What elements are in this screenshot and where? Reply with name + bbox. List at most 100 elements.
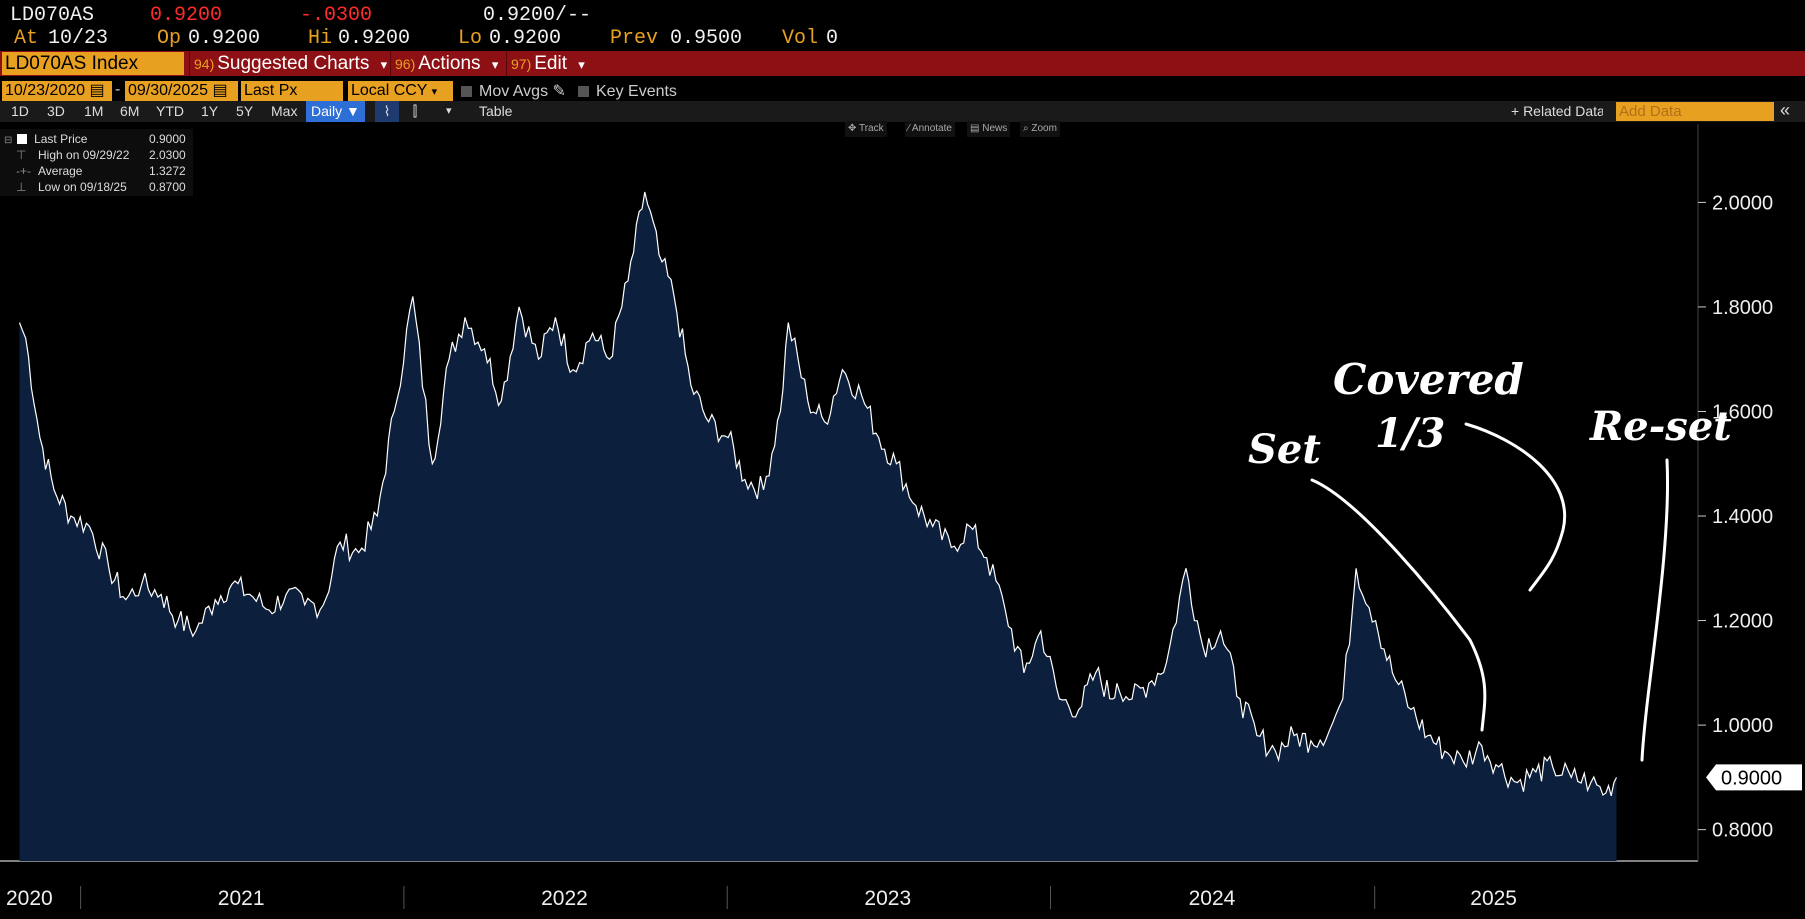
news-tool[interactable]: ▤ News [967, 121, 1011, 137]
line-chart-icon[interactable]: ⌇ [375, 101, 399, 122]
chevron-down-icon: ▾ [578, 57, 585, 72]
chart-controls: 10/23/2020 ▤ - 09/30/2025 ▤ Last Px Loca… [0, 80, 1805, 102]
low-label: Lo [458, 27, 483, 50]
annotate-tool[interactable]: ⁄ Annotate [905, 121, 955, 137]
last-price: 0.9200 [150, 4, 223, 27]
legend-row-high: ⊤ High on 09/29/22 2.0300 [16, 148, 186, 162]
y-tick-label: 0.8000 [1712, 820, 1773, 842]
low-value: 0.9200 [489, 27, 562, 50]
last-price-marker [1706, 764, 1802, 791]
y-tick-label: 1.0000 [1712, 715, 1773, 737]
range-1d[interactable]: 1D [11, 103, 29, 119]
zoom-tool[interactable]: ⌕ Zoom [1020, 121, 1060, 137]
currency-select[interactable]: Local CCY ▾ [348, 81, 453, 101]
legend-label: Low on 09/18/25 [38, 180, 127, 194]
key-events-toggle[interactable]: Key Events [578, 83, 677, 101]
at-label: At [14, 27, 39, 50]
high-value: 0.9200 [338, 27, 411, 50]
prev-label: Prev [610, 27, 659, 50]
range-1m[interactable]: 1M [84, 103, 104, 119]
open-label: Op [157, 27, 182, 50]
edit-menu[interactable]: 97) Edit ▾ [506, 51, 585, 76]
menu-label: Suggested Charts [217, 53, 370, 74]
range-max[interactable]: Max [271, 103, 298, 119]
start-date-field[interactable]: 10/23/2020 ▤ [2, 81, 112, 101]
end-date-field[interactable]: 09/30/2025 ▤ [125, 81, 238, 101]
chevron-down-icon: ▾ [380, 57, 388, 72]
legend-label: Last Price [34, 132, 88, 146]
range-1y[interactable]: 1Y [201, 103, 219, 119]
start-date: 10/23/2020 [5, 82, 86, 99]
chevron-down-icon[interactable]: ▾ [446, 105, 452, 117]
volume-value: 0 [826, 27, 839, 50]
legend-label: Average [38, 164, 83, 178]
price-area [19, 192, 1617, 861]
annotation-covered: Covered [1333, 355, 1524, 404]
x-tick-label: 2024 [1189, 887, 1236, 910]
prev-value: 0.9500 [670, 27, 743, 50]
calendar-icon: ▤ [89, 82, 105, 99]
annotation-arrow-covered [1464, 422, 1567, 592]
candle-icon[interactable]: ⫿ [412, 103, 418, 119]
mov-avgs-label: Mov Avgs [479, 83, 549, 100]
key-events-label: Key Events [596, 83, 677, 100]
date-separator: - [115, 81, 121, 98]
legend-row-average: -+- Average 1.3272 [16, 164, 186, 178]
menu-number: 97) [511, 56, 532, 72]
range-5y[interactable]: 5Y [236, 103, 254, 119]
menu-number: 94) [194, 56, 215, 72]
legend-value: 0.8700 [149, 180, 186, 194]
security-field[interactable]: LD070AS Index [2, 52, 184, 75]
y-tick-label: 1.6000 [1712, 401, 1773, 423]
high-label: Hi [308, 27, 333, 50]
chart-legend: ⊟ Last Price 0.9000 ⊤ High on 09/29/22 2… [0, 129, 193, 196]
currency-label: Local CCY [351, 82, 428, 99]
volume-label: Vol [782, 27, 819, 50]
menu-bar: LD070AS Index 94) Suggested Charts ▾ 96) A… [0, 51, 1805, 76]
open-value: 0.9200 [188, 27, 261, 50]
legend-value: 1.3272 [149, 164, 186, 178]
checkbox-icon [578, 86, 589, 97]
frequency-select[interactable]: Daily ▼ [306, 101, 365, 122]
bid-ask: 0.9200/-- [483, 4, 592, 27]
range-ytd[interactable]: YTD [156, 103, 184, 119]
legend-swatch [16, 134, 27, 144]
end-date: 09/30/2025 [128, 82, 209, 99]
annotation-reset: Re-set [1589, 403, 1732, 450]
track-tool[interactable]: ✥ Track [845, 121, 887, 137]
range-6m[interactable]: 6M [120, 103, 140, 119]
suggested-charts-menu[interactable]: 94) Suggested Charts ▾ [189, 51, 387, 76]
y-tick-label: 1.2000 [1712, 611, 1773, 633]
x-tick-label: 2025 [1470, 887, 1517, 910]
calendar-icon: ▤ [212, 82, 228, 99]
range-3d[interactable]: 3D [47, 103, 65, 119]
at-value: 10/23 [48, 27, 109, 50]
x-tick-label: 2021 [218, 887, 265, 910]
legend-row-last: ⊟ Last Price 0.9000 [4, 132, 186, 146]
ticker-label: LD070AS [10, 4, 95, 27]
y-tick-label: 2.0000 [1712, 192, 1773, 214]
annotation-arrow-set [1310, 478, 1487, 732]
pencil-icon: ✎ [552, 83, 566, 100]
last-price-marker-label: 0.9000 [1721, 767, 1782, 789]
price-field-select[interactable]: Last Px [241, 81, 343, 101]
legend-value: 2.0300 [149, 148, 186, 162]
add-data-input[interactable]: Add Data [1616, 102, 1774, 121]
legend-value: 0.9000 [149, 132, 186, 146]
y-tick-label: 1.4000 [1712, 506, 1773, 528]
chevron-down-icon: ▾ [491, 57, 499, 72]
collapse-box-icon: ⊟ [4, 135, 13, 146]
mov-avgs-toggle[interactable]: Mov Avgs ✎ [461, 83, 566, 101]
related-data-button[interactable]: + Related Data [1511, 103, 1603, 119]
net-change: -.0300 [300, 4, 373, 27]
table-button[interactable]: Table [479, 103, 513, 119]
legend-label: High on 09/29/22 [38, 148, 130, 162]
checkbox-icon [461, 86, 472, 97]
range-toolbar: 1D 3D 1M 6M YTD 1Y 5Y Max Daily ▼ ⌇ ⫿ ▾ … [0, 101, 1805, 122]
annotation-one-third: 1/3 [1375, 410, 1445, 457]
actions-menu[interactable]: 96) Actions ▾ [390, 51, 498, 76]
low-marker-icon: ⊥ [16, 180, 27, 194]
chevron-down-icon: ▾ [431, 86, 438, 98]
collapse-icon[interactable]: « [1780, 100, 1791, 120]
